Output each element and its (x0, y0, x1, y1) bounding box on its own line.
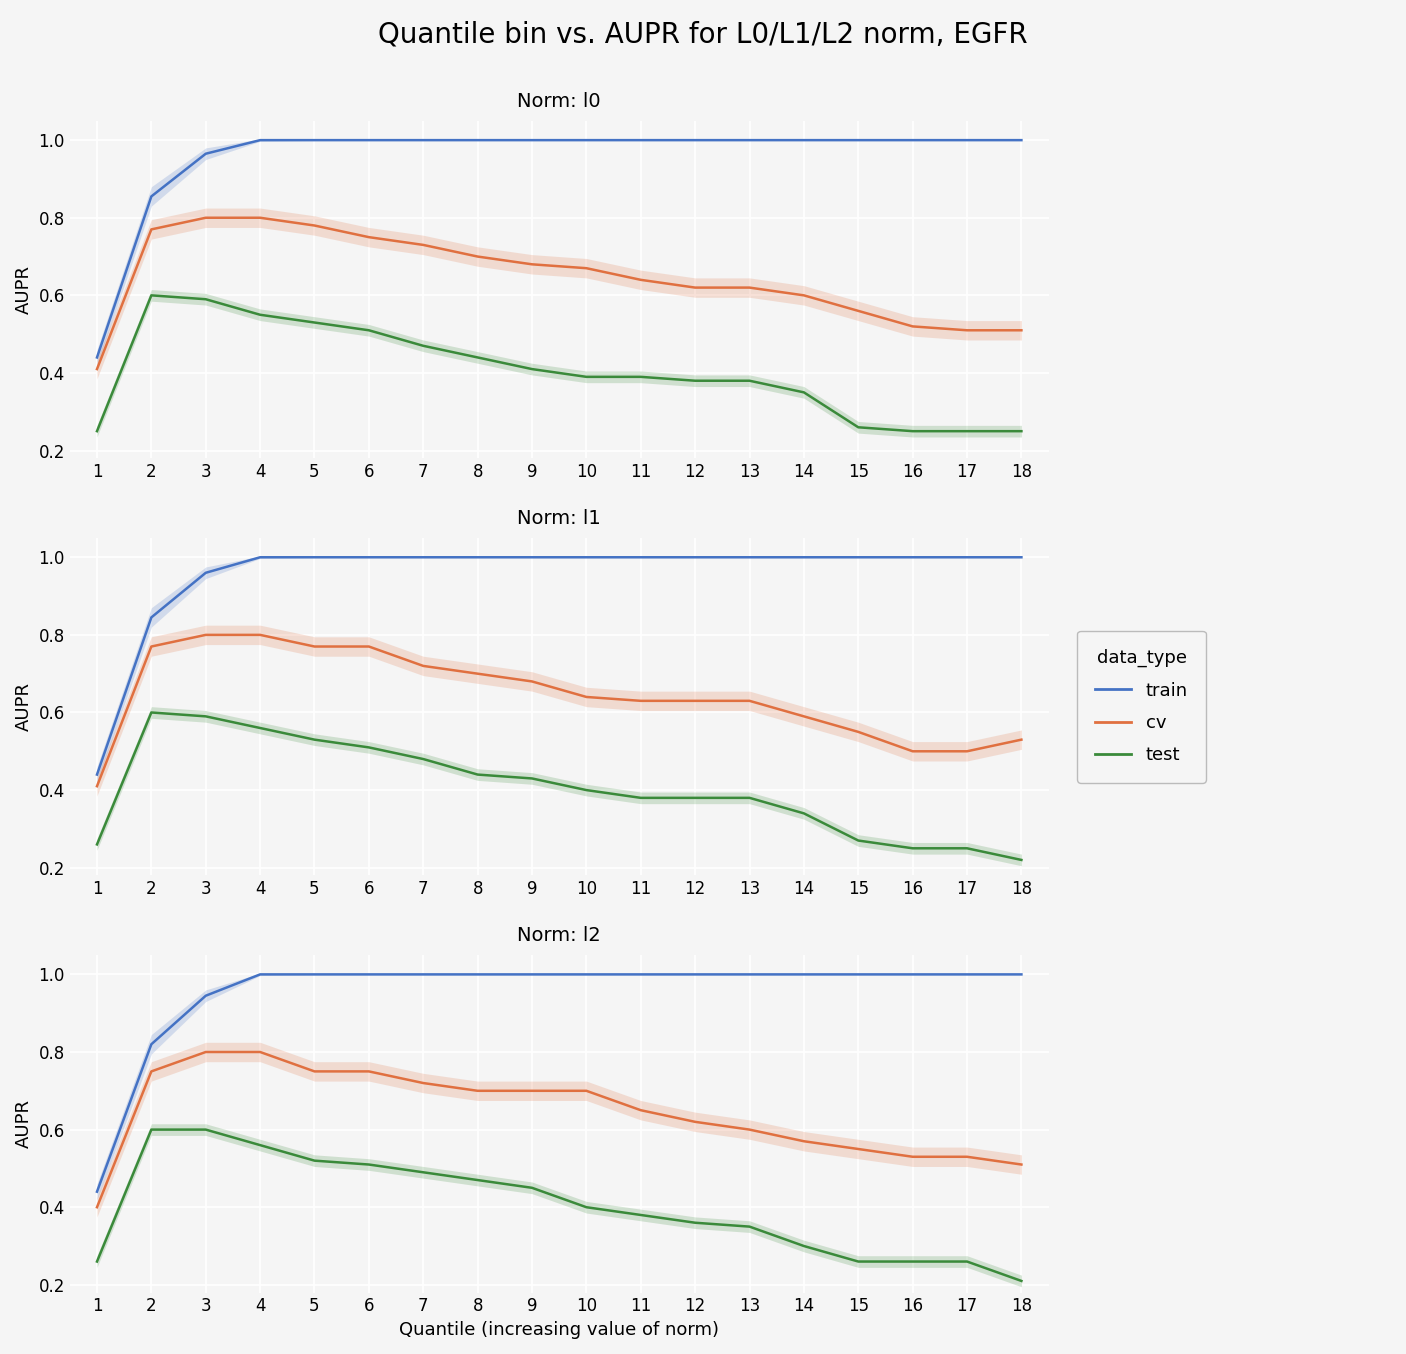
X-axis label: Quantile (increasing value of norm): Quantile (increasing value of norm) (399, 1322, 720, 1339)
Y-axis label: AUPR: AUPR (15, 682, 32, 731)
Title: Norm: l1: Norm: l1 (517, 509, 602, 528)
Y-axis label: AUPR: AUPR (15, 1099, 32, 1148)
Legend: train, cv, test: train, cv, test (1077, 631, 1206, 783)
Title: Norm: l2: Norm: l2 (517, 926, 602, 945)
Text: Quantile bin vs. AUPR for L0/L1/L2 norm, EGFR: Quantile bin vs. AUPR for L0/L1/L2 norm,… (378, 20, 1028, 49)
Title: Norm: l0: Norm: l0 (517, 92, 600, 111)
Y-axis label: AUPR: AUPR (15, 265, 32, 314)
